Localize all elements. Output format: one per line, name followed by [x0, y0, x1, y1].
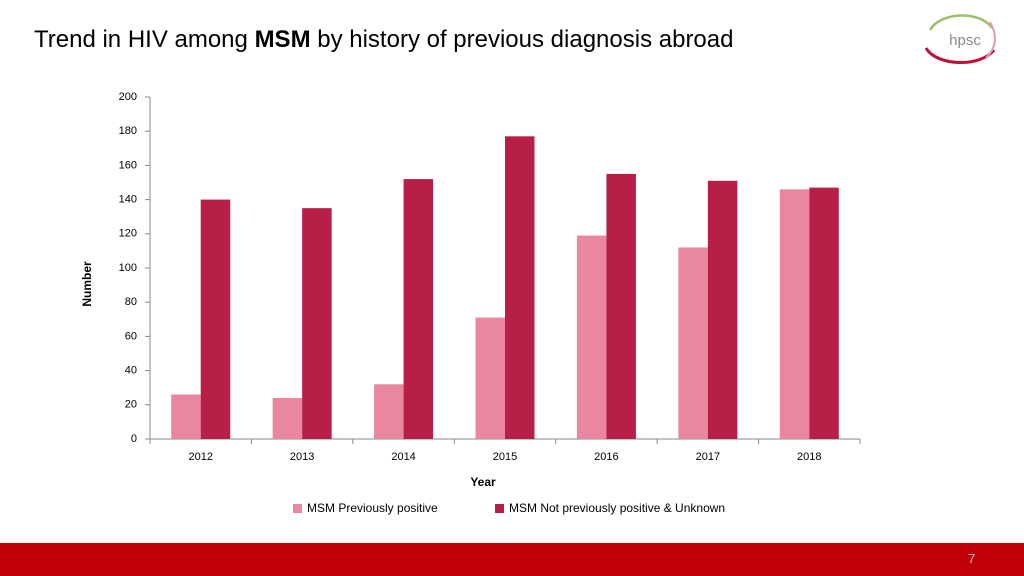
bar	[374, 384, 404, 439]
bar	[809, 187, 839, 439]
x-tick-label: 2012	[188, 451, 212, 463]
x-tick-label: 2016	[594, 451, 618, 463]
legend-swatch	[495, 504, 504, 513]
logo-swoosh	[928, 14, 994, 31]
legend-swatch	[293, 504, 302, 513]
y-tick-label: 140	[119, 194, 137, 206]
logo-text: hpsc	[949, 32, 981, 49]
y-tick-label: 0	[131, 433, 137, 445]
bar	[707, 180, 738, 440]
x-tick-label: 2018	[797, 451, 821, 463]
x-tick-label: 2015	[493, 451, 517, 463]
y-tick-label: 200	[119, 91, 137, 103]
page-number: 7	[968, 551, 976, 566]
legend-label: MSM Previously positive	[307, 501, 438, 515]
title-part: by history of previous diagnosis abroad	[317, 26, 734, 53]
footer-bar	[0, 543, 1024, 576]
y-tick-label: 160	[119, 159, 137, 171]
y-tick-label: 20	[125, 399, 137, 411]
bar	[403, 179, 434, 439]
logo-swoosh	[985, 21, 996, 59]
bar	[171, 394, 201, 439]
y-tick-label: 100	[119, 262, 137, 274]
x-tick-label: 2017	[696, 451, 720, 463]
title-bold: MSM	[254, 26, 311, 53]
y-tick-label: 120	[119, 228, 137, 240]
bar	[272, 397, 303, 439]
bar	[302, 208, 332, 439]
legend-label: MSM Not previously positive & Unknown	[509, 501, 725, 515]
bar	[475, 317, 505, 439]
bar	[606, 173, 636, 439]
bar	[678, 247, 708, 439]
bar	[505, 136, 535, 439]
y-axis-title: Number	[80, 261, 94, 307]
bar	[200, 199, 231, 439]
y-tick-label: 180	[119, 125, 137, 137]
y-tick-label: 80	[125, 296, 137, 308]
x-tick-label: 2013	[290, 451, 314, 463]
bar	[779, 189, 810, 439]
x-tick-label: 2014	[391, 451, 415, 463]
logo: hpsc	[924, 14, 996, 64]
bar	[576, 235, 607, 439]
slide-title: Trend in HIV among MSM by history of pre…	[34, 26, 733, 54]
x-axis-title: Year	[470, 475, 496, 489]
y-tick-label: 60	[125, 330, 137, 342]
title-part: Trend in HIV among	[34, 26, 248, 53]
logo-swoosh	[924, 47, 996, 64]
y-tick-label: 40	[125, 365, 137, 377]
